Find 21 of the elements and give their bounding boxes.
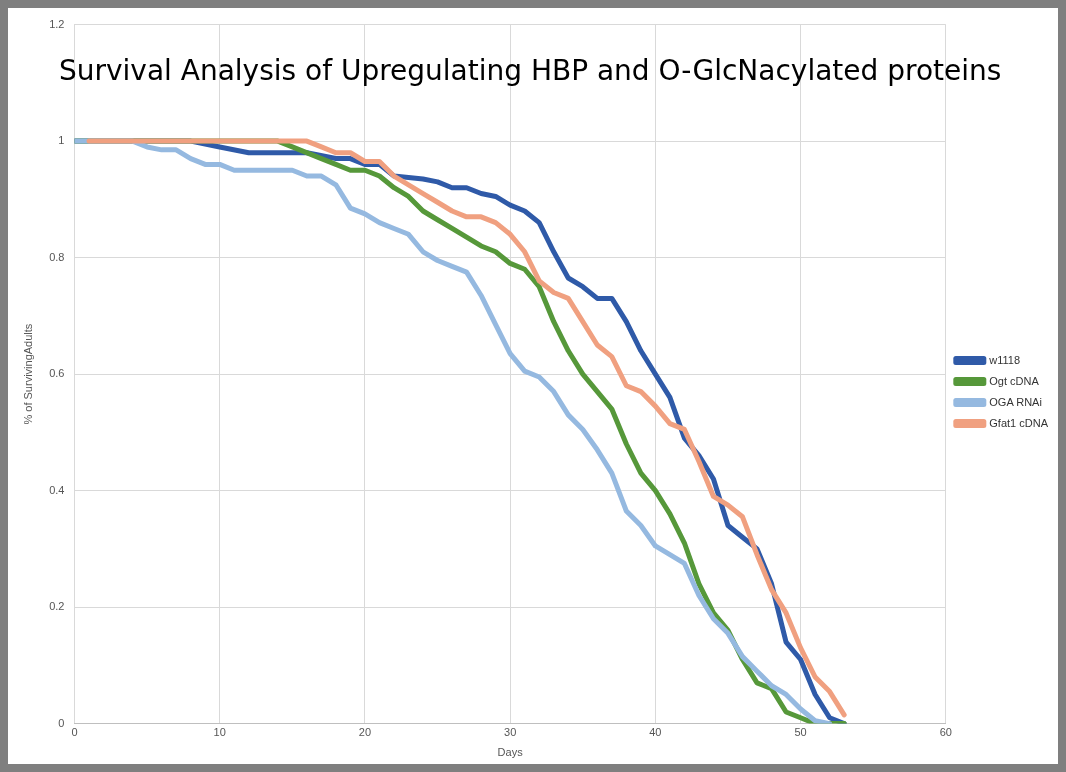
text: Survival Analysis of Upregulating HBP and O-GlcNacylated proteins — [58, 53, 1002, 87]
legend-label: w1118 — [988, 353, 1021, 366]
y-tick-label: 1 — [58, 134, 65, 147]
legend-label: Gfat1 cDNA — [989, 416, 1049, 429]
y-tick-label: 0 — [58, 716, 65, 729]
y-tick-label: 0.6 — [49, 367, 65, 380]
legend-label: Ogt cDNA — [989, 374, 1040, 387]
x-axis-title: Days — [497, 746, 524, 759]
x-tick-label: 30 — [504, 726, 517, 739]
legend-label: OGA RNAi — [989, 395, 1042, 408]
x-tick-label: 0 — [71, 726, 78, 739]
x-tick-label: 50 — [794, 726, 807, 739]
y-tick-label: 0.8 — [49, 250, 65, 263]
y-axis-title: % of SurvivingAdults — [21, 323, 34, 425]
x-tick-label: 60 — [939, 726, 952, 739]
y-tick-label: 1.2 — [49, 17, 65, 30]
y-tick-label: 0.4 — [49, 483, 65, 496]
x-tick-label: 40 — [649, 726, 662, 739]
y-tick-label: 0.2 — [49, 600, 65, 613]
x-tick-label: 20 — [358, 726, 372, 739]
x-tick-label: 10 — [213, 726, 226, 739]
